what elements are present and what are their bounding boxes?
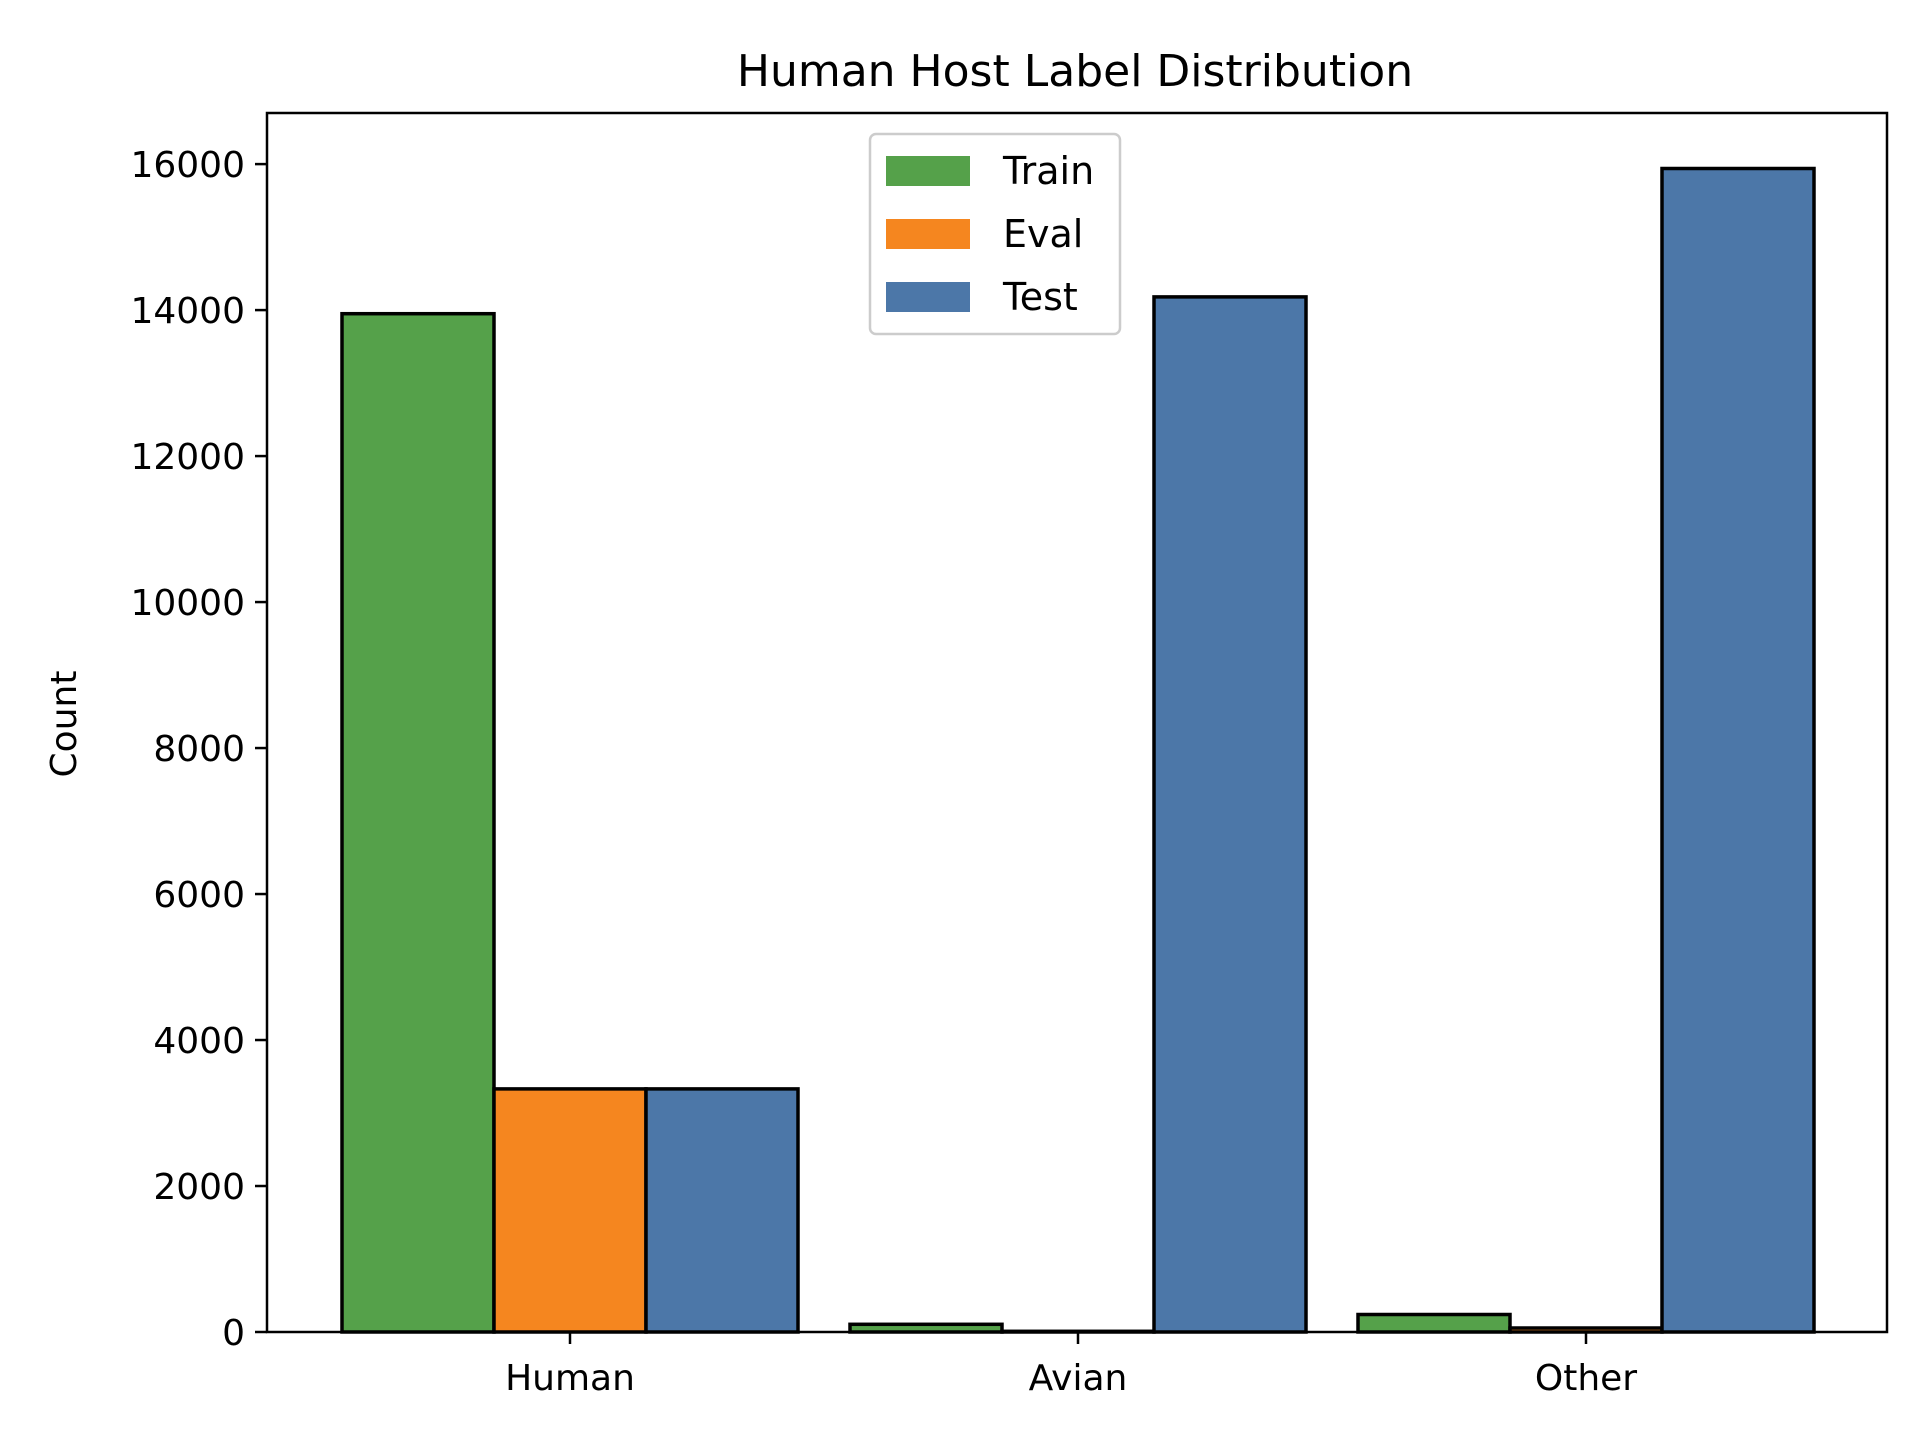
y-tick-label: 8000 [153, 729, 245, 770]
legend-swatch-train [886, 156, 970, 186]
legend-label-test: Test [1002, 275, 1078, 319]
x-tick-label-avian: Avian [1029, 1358, 1128, 1399]
legend-label-eval: Eval [1003, 212, 1083, 256]
y-tick-label: 6000 [153, 875, 245, 916]
y-tick-label: 12000 [130, 437, 245, 478]
y-tick-label: 16000 [130, 145, 245, 186]
y-axis-label: Count [44, 671, 85, 778]
x-tick-label-human: Human [505, 1358, 635, 1399]
legend-label-train: Train [1002, 149, 1094, 193]
y-tick-label: 10000 [130, 583, 245, 624]
bar-eval-human [492, 1087, 648, 1334]
y-tick-label: 14000 [130, 291, 245, 332]
legend-swatch-eval [886, 219, 970, 249]
x-tick-label-other: Other [1535, 1358, 1637, 1399]
x-ticks: Human Avian Other [505, 1332, 1637, 1399]
chart-title: Human Host Label Distribution [737, 46, 1413, 97]
bar-train-other [1356, 1312, 1512, 1334]
y-ticks: 0 2000 4000 6000 8000 10000 12000 14000 16000 [130, 145, 267, 1354]
y-tick-label: 4000 [153, 1021, 245, 1062]
bar-train-human [340, 311, 496, 1334]
bar-test-other [1660, 166, 1816, 1334]
bar-test-human [644, 1087, 800, 1334]
y-tick-label: 2000 [153, 1167, 245, 1208]
bars [340, 166, 1816, 1334]
legend-swatch-test [886, 282, 970, 312]
y-tick-label: 0 [222, 1313, 245, 1354]
bar-test-avian [1152, 295, 1308, 1334]
legend: Train Eval Test [868, 132, 1122, 336]
